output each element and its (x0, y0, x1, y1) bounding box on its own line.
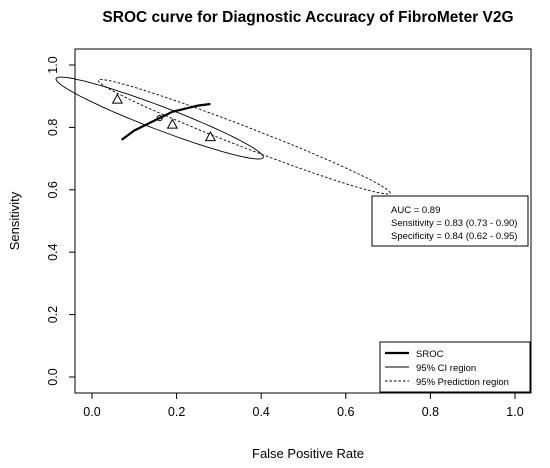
y-tick-label: 0.8 (46, 119, 60, 136)
y-tick-label: 0.0 (46, 368, 60, 385)
points-layer (111, 93, 217, 142)
legend-label-sroc: SROC (416, 349, 444, 360)
annotation-frame (371, 195, 529, 247)
study-point (204, 130, 217, 142)
x-tick-label: 1.0 (506, 405, 523, 419)
x-axis-label: False Positive Rate (252, 446, 364, 461)
y-tick-label: 0.4 (46, 243, 60, 260)
prediction-region-ellipse (97, 79, 391, 195)
summary-point (156, 114, 163, 122)
annotation-box: AUC = 0.89 Sensitivity = 0.83 (0.73 - 0.… (371, 195, 529, 247)
legend: SROC 95% CI region 95% Prediction region (379, 341, 531, 393)
annotation-specificity: Specificity = 0.84 (0.62 - 0.95) (391, 231, 517, 242)
series-layer (55, 76, 391, 195)
x-tick-label: 0.2 (168, 405, 185, 419)
x-tick-label: 0.0 (83, 405, 100, 419)
study-point (166, 118, 179, 129)
study-point (111, 93, 124, 104)
y-axis-label: Sensitivity (7, 191, 22, 250)
y-tick-label: 0.6 (46, 181, 60, 198)
x-tick-label: 0.6 (337, 405, 354, 419)
ci-region-ellipse (55, 76, 264, 160)
legend-label-ci: 95% CI region (416, 363, 476, 374)
x-axis: 0.0 0.2 0.4 0.6 0.8 1.0 (83, 392, 524, 419)
annotation-sensitivity: Sensitivity = 0.83 (0.73 - 0.90) (391, 218, 517, 229)
y-tick-label: 0.2 (46, 306, 60, 323)
y-tick-label: 1.0 (46, 56, 60, 73)
x-tick-label: 0.8 (422, 405, 439, 419)
legend-label-prediction: 95% Prediction region (416, 377, 509, 388)
chart-title: SROC curve for Diagnostic Accuracy of Fi… (102, 9, 513, 26)
y-axis: 0.0 0.2 0.4 0.6 0.8 1.0 (46, 56, 76, 386)
x-tick-label: 0.4 (253, 405, 270, 419)
annotation-auc: AUC = 0.89 (391, 205, 440, 216)
sroc-curve (120, 102, 211, 141)
